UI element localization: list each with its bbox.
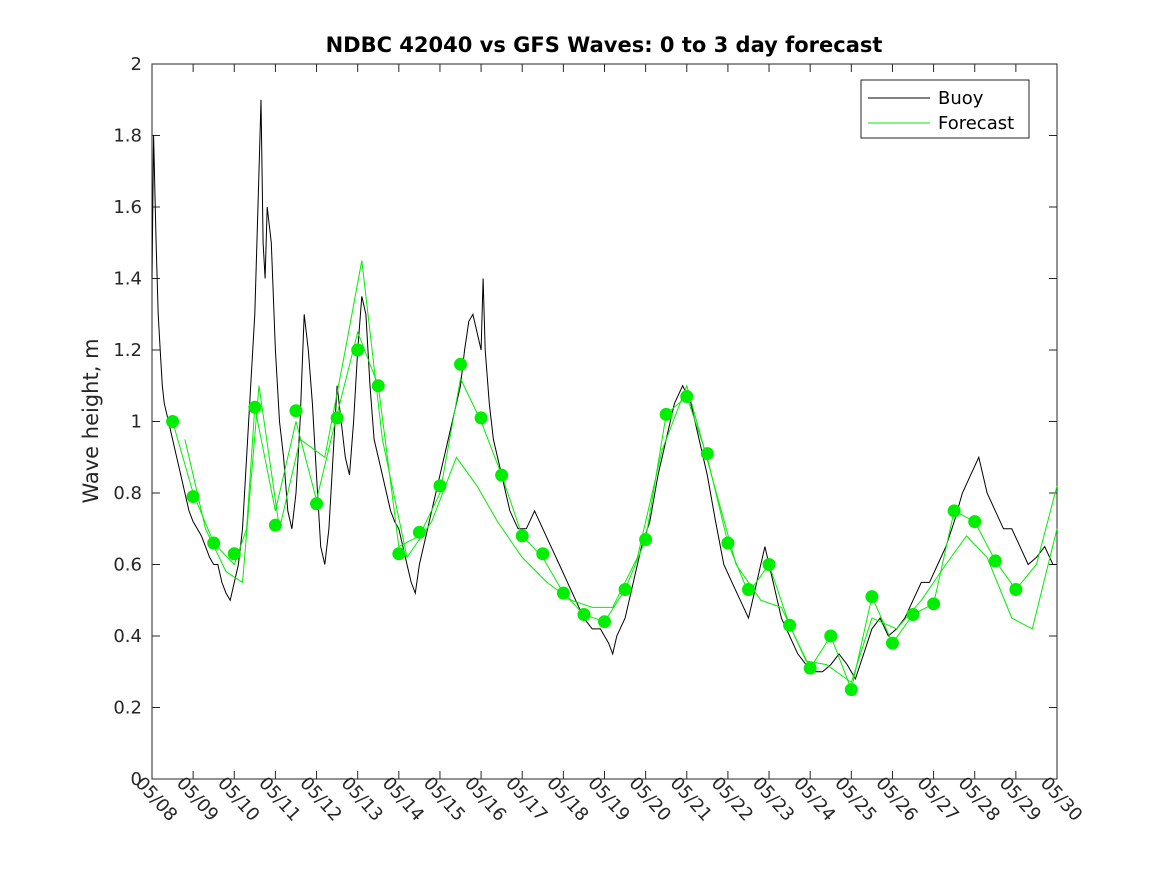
- forecast-marker-point: [392, 547, 406, 561]
- forecast-marker-point: [639, 532, 653, 546]
- forecast-marker-point: [186, 490, 200, 504]
- forecast-marker-point: [865, 590, 879, 604]
- forecast-marker-point: [207, 536, 221, 550]
- forecast-marker-point: [515, 529, 529, 543]
- y-tick-label: 0.4: [113, 626, 142, 647]
- legend: Buoy Forecast: [860, 79, 1030, 139]
- forecast-marker-point: [741, 583, 755, 597]
- y-tick-label: 1.2: [113, 340, 142, 361]
- y-tick-label: 1.4: [113, 269, 142, 290]
- forecast-marker-point: [783, 618, 797, 632]
- forecast-marker-point: [268, 518, 282, 532]
- forecast-marker-point: [618, 583, 632, 597]
- forecast-marker-point: [947, 504, 961, 518]
- forecast-marker-point: [536, 547, 550, 561]
- y-tick-label: 1.6: [113, 197, 142, 218]
- legend-label-forecast: Forecast: [938, 113, 1014, 134]
- plot-area: [151, 63, 1058, 780]
- y-tick-label: 0.8: [113, 483, 142, 504]
- y-axis-label: Wave height, m: [79, 338, 103, 503]
- forecast-marker-point: [885, 636, 899, 650]
- forecast-marker-point: [680, 389, 694, 403]
- forecast-marker-point: [371, 379, 385, 393]
- forecast-marker-point: [474, 411, 488, 425]
- forecast-marker-point: [721, 536, 735, 550]
- y-tick-label: 1.8: [113, 126, 142, 147]
- buoy-series-line: [151, 99, 1057, 681]
- forecast-marker-point: [844, 683, 858, 697]
- forecast-marker-point: [351, 343, 365, 357]
- y-tick-label: 0.2: [113, 698, 142, 719]
- forecast-marker-point: [824, 629, 838, 643]
- chart-title: NDBC 42040 vs GFS Waves: 0 to 3 day fore…: [326, 33, 883, 57]
- legend-box: [860, 79, 1030, 139]
- forecast-marker-point: [803, 661, 817, 675]
- forecast-marker-point: [1009, 583, 1023, 597]
- forecast-marker-point: [968, 515, 982, 529]
- y-tick-label: 0: [131, 769, 142, 790]
- forecast-marker-point: [762, 558, 776, 571]
- forecast-marker-point: [412, 525, 426, 539]
- forecast-marker-point: [906, 608, 920, 622]
- y-tick-label: 0.6: [113, 555, 142, 576]
- y-tick-label: 1: [131, 412, 142, 433]
- forecast-marker-point: [289, 404, 303, 418]
- forecast-marker-point: [988, 554, 1002, 568]
- legend-label-buoy: Buoy: [938, 88, 984, 109]
- forecast-marker-point: [577, 608, 591, 622]
- forecast-marker-point: [433, 479, 447, 493]
- forecast-marker-point: [330, 411, 344, 425]
- forecast-markers: [166, 343, 1023, 697]
- y-axis-ticks: 0 0.2 0.4 0.6 0.8 1 1.2 1.4 1.6 1.8 2: [113, 54, 1057, 790]
- forecast-marker-point: [927, 597, 941, 611]
- forecast-marker-point: [166, 415, 180, 428]
- forecast-marker-point: [495, 468, 509, 482]
- y-tick-label: 2: [131, 54, 142, 75]
- forecast-marker-point: [310, 497, 324, 511]
- forecast-marker-point: [598, 615, 611, 629]
- forecast-marker-point: [556, 586, 570, 600]
- forecast-marker-point: [454, 357, 468, 371]
- forecast-marker-point: [248, 400, 262, 414]
- forecast-marker-point: [659, 407, 673, 421]
- forecast-marker-point: [700, 447, 714, 461]
- forecast-marker-point: [227, 547, 241, 561]
